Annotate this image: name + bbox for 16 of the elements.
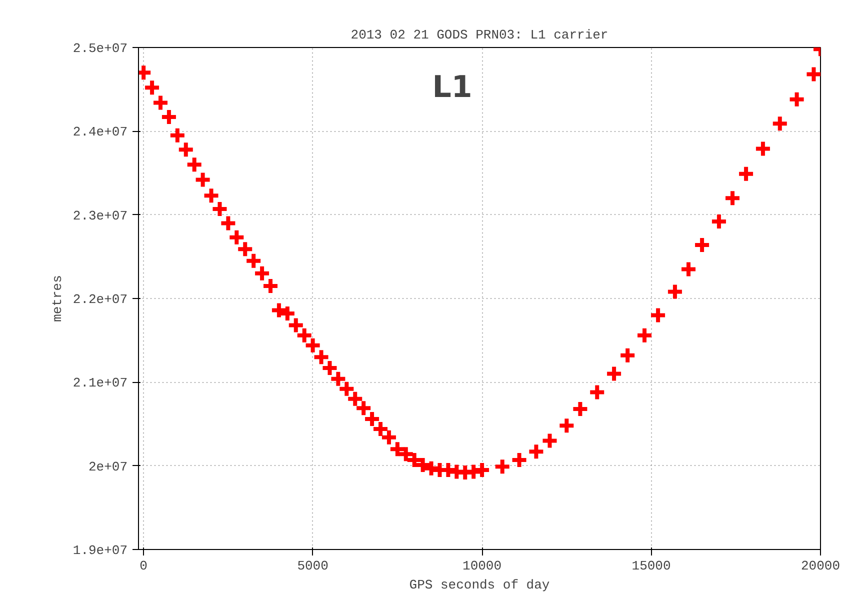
annotation: L1	[432, 70, 472, 106]
x-tick-label: 10000	[462, 558, 502, 574]
y-tick-label: 2.1e+07	[72, 376, 128, 391]
y-tick-label: 1.9e+07	[72, 543, 128, 558]
y-axis-title: metres	[50, 275, 65, 322]
x-tick-label: 15000	[632, 558, 671, 574]
chart-title: 2013 02 21 GODS PRN03: L1 carrier	[350, 28, 608, 42]
y-tick-label: 2.2e+07	[72, 292, 128, 307]
x-tick-label: 0	[140, 558, 148, 574]
x-tick-label: 5000	[297, 558, 328, 574]
x-axis-title: GPS seconds of day	[409, 578, 550, 592]
y-tick-label: 2.5e+07	[72, 41, 128, 56]
y-tick-label: 2.3e+07	[72, 208, 128, 224]
x-tick-label: 20000	[800, 558, 840, 574]
y-tick-label: 2e+07	[88, 459, 128, 474]
y-tick-label: 2.4e+07	[72, 124, 128, 140]
